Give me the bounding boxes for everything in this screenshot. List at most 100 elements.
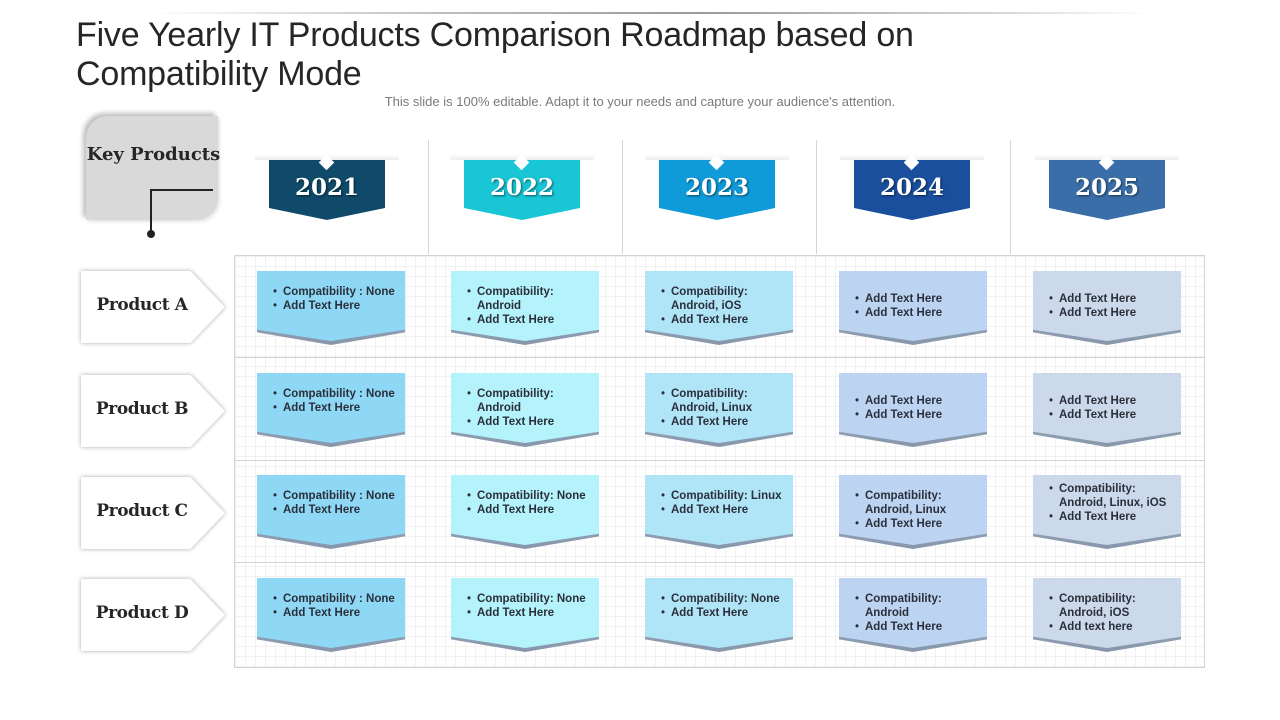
bullet-list: Compatibility : NoneAdd Text Here bbox=[273, 489, 401, 517]
roadmap-cell-product-b-2024: Add Text HereAdd Text Here bbox=[839, 373, 987, 447]
column-divider bbox=[1010, 140, 1011, 254]
bullet-item: Add Text Here bbox=[273, 503, 401, 517]
year-tab-2023: 2023 bbox=[645, 154, 789, 220]
bullet-item: Add Text Here bbox=[1049, 292, 1177, 306]
bullet-item: Compatibility: Android, Linux bbox=[661, 387, 789, 415]
bullet-list: Compatibility: LinuxAdd Text Here bbox=[661, 489, 789, 517]
bullet-item: Compatibility: None bbox=[661, 592, 789, 606]
bullet-item: Add Text Here bbox=[661, 503, 789, 517]
tag-shape bbox=[81, 477, 225, 549]
bullet-item: Add Text Here bbox=[661, 606, 789, 620]
roadmap-cell-product-b-2025: Add Text HereAdd Text Here bbox=[1033, 373, 1181, 447]
roadmap-cell-product-c-2022: Compatibility: NoneAdd Text Here bbox=[451, 475, 599, 549]
bullet-item: Add Text Here bbox=[855, 408, 983, 422]
bullet-item: Add Text Here bbox=[661, 415, 789, 429]
top-divider-line bbox=[150, 12, 1150, 14]
year-flag-shape bbox=[659, 160, 775, 220]
roadmap-cell-product-a-2021: Compatibility : NoneAdd Text Here bbox=[257, 271, 405, 345]
bullet-item: Add Text Here bbox=[467, 606, 595, 620]
bullet-list: Compatibility: Android, iOSAdd text here bbox=[1049, 592, 1177, 634]
bullet-list: Compatibility: AndroidAdd Text Here bbox=[467, 285, 595, 327]
tag-shape bbox=[81, 375, 225, 447]
roadmap-cell-product-c-2025: Compatibility: Android, Linux, iOSAdd Te… bbox=[1033, 475, 1181, 549]
bullet-item: Compatibility: Android bbox=[467, 387, 595, 415]
year-label: 2024 bbox=[879, 174, 944, 201]
bullet-item: Add Text Here bbox=[855, 306, 983, 320]
bullet-item: Compatibility: Android bbox=[855, 592, 983, 620]
bullet-item: Compatibility : None bbox=[273, 592, 401, 606]
product-label-a: Product A bbox=[81, 271, 225, 343]
bullet-list: Add Text HereAdd Text Here bbox=[855, 394, 983, 422]
year-tab-2024: 2024 bbox=[840, 154, 984, 220]
bullet-item: Add Text Here bbox=[273, 606, 401, 620]
year-flag-shape bbox=[464, 160, 580, 220]
bullet-list: Compatibility : NoneAdd Text Here bbox=[273, 285, 401, 313]
connector-line-horizontal bbox=[150, 189, 213, 191]
roadmap-cell-product-d-2024: Compatibility: AndroidAdd Text Here bbox=[839, 578, 987, 652]
bullet-list: Add Text HereAdd Text Here bbox=[1049, 292, 1177, 320]
bullet-item: Compatibility : None bbox=[273, 489, 401, 503]
bullet-item: Compatibility: None bbox=[467, 592, 595, 606]
product-name: Product D bbox=[95, 603, 189, 623]
roadmap-cell-product-c-2021: Compatibility : NoneAdd Text Here bbox=[257, 475, 405, 549]
bullet-list: Add Text HereAdd Text Here bbox=[1049, 394, 1177, 422]
year-label: 2021 bbox=[294, 174, 359, 201]
slide-title: Five Yearly IT Products Comparison Roadm… bbox=[76, 16, 914, 93]
product-name: Product C bbox=[96, 501, 188, 521]
product-label-d: Product D bbox=[81, 579, 225, 651]
bullet-list: Compatibility : NoneAdd Text Here bbox=[273, 387, 401, 415]
column-divider bbox=[816, 140, 817, 254]
bullet-list: Compatibility: Android, iOSAdd Text Here bbox=[661, 285, 789, 327]
roadmap-cell-product-d-2023: Compatibility: NoneAdd Text Here bbox=[645, 578, 793, 652]
bullet-item: Add Text Here bbox=[1049, 408, 1177, 422]
roadmap-cell-product-a-2023: Compatibility: Android, iOSAdd Text Here bbox=[645, 271, 793, 345]
bullet-item: Add Text Here bbox=[855, 517, 983, 531]
bullet-item: Add Text Here bbox=[1049, 394, 1177, 408]
bullet-item: Add Text Here bbox=[467, 415, 595, 429]
tag-shape bbox=[81, 579, 225, 651]
bullet-list: Compatibility : NoneAdd Text Here bbox=[273, 592, 401, 620]
bullet-item: Add Text Here bbox=[273, 299, 401, 313]
year-label: 2025 bbox=[1074, 174, 1139, 201]
bullet-item: Compatibility : None bbox=[273, 387, 401, 401]
product-name: Product B bbox=[95, 399, 189, 419]
row-divider bbox=[234, 562, 1205, 563]
bullet-list: Compatibility: NoneAdd Text Here bbox=[467, 489, 595, 517]
roadmap-cell-product-d-2025: Compatibility: Android, iOSAdd text here bbox=[1033, 578, 1181, 652]
roadmap-cell-product-a-2025: Add Text HereAdd Text Here bbox=[1033, 271, 1181, 345]
roadmap-cell-product-a-2024: Add Text HereAdd Text Here bbox=[839, 271, 987, 345]
bullet-item: Compatibility: Linux bbox=[661, 489, 789, 503]
roadmap-cell-product-b-2023: Compatibility: Android, LinuxAdd Text He… bbox=[645, 373, 793, 447]
year-flag-shape bbox=[269, 160, 385, 220]
row-divider bbox=[234, 460, 1205, 461]
bullet-list: Add Text HereAdd Text Here bbox=[855, 292, 983, 320]
year-tab-2025: 2025 bbox=[1035, 154, 1179, 220]
column-divider bbox=[428, 140, 429, 254]
bullet-item: Add Text Here bbox=[467, 503, 595, 517]
bullet-item: Compatibility: Android bbox=[467, 285, 595, 313]
bullet-item: Compatibility: Android, Linux bbox=[855, 489, 983, 517]
tag-shape bbox=[81, 271, 225, 343]
bullet-list: Compatibility: NoneAdd Text Here bbox=[467, 592, 595, 620]
bullet-item: Add Text Here bbox=[855, 394, 983, 408]
roadmap-cell-product-b-2021: Compatibility : NoneAdd Text Here bbox=[257, 373, 405, 447]
bullet-item: Add Text Here bbox=[661, 313, 789, 327]
bullet-list: Compatibility: Android, LinuxAdd Text He… bbox=[855, 489, 983, 531]
year-label: 2023 bbox=[684, 174, 749, 201]
bullet-list: Compatibility: NoneAdd Text Here bbox=[661, 592, 789, 620]
bullet-item: Add Text Here bbox=[467, 313, 595, 327]
bullet-list: Compatibility: Android, LinuxAdd Text He… bbox=[661, 387, 789, 429]
bullet-item: Add Text Here bbox=[273, 401, 401, 415]
roadmap-cell-product-a-2022: Compatibility: AndroidAdd Text Here bbox=[451, 271, 599, 345]
connector-line-vertical bbox=[150, 189, 152, 233]
roadmap-cell-product-c-2024: Compatibility: Android, LinuxAdd Text He… bbox=[839, 475, 987, 549]
roadmap-cell-product-d-2021: Compatibility : NoneAdd Text Here bbox=[257, 578, 405, 652]
bullet-list: Compatibility: AndroidAdd Text Here bbox=[467, 387, 595, 429]
roadmap-cell-product-d-2022: Compatibility: NoneAdd Text Here bbox=[451, 578, 599, 652]
year-label: 2022 bbox=[489, 174, 554, 201]
row-divider bbox=[234, 357, 1205, 358]
product-name: Product A bbox=[96, 295, 188, 315]
bullet-item: Add Text Here bbox=[1049, 306, 1177, 320]
key-products-label: Key Products bbox=[86, 144, 221, 165]
bullet-item: Compatibility: None bbox=[467, 489, 595, 503]
